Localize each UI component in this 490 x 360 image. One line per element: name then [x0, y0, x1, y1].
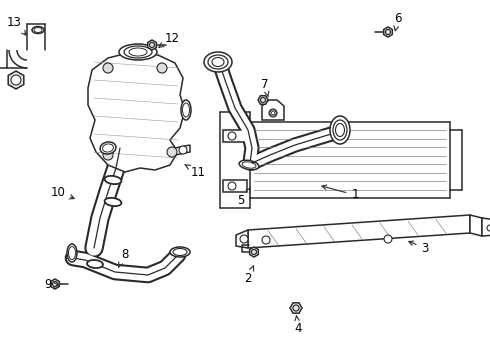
Polygon shape [147, 40, 156, 50]
Text: 4: 4 [294, 316, 302, 334]
Polygon shape [223, 180, 247, 192]
Ellipse shape [119, 44, 157, 60]
Ellipse shape [170, 247, 190, 257]
Circle shape [487, 225, 490, 231]
Circle shape [103, 150, 113, 160]
Circle shape [179, 146, 187, 154]
Circle shape [228, 132, 236, 140]
Polygon shape [482, 218, 490, 236]
Text: 5: 5 [237, 188, 250, 207]
Text: 7: 7 [261, 78, 269, 97]
Text: 8: 8 [119, 248, 129, 267]
Circle shape [262, 236, 270, 244]
Ellipse shape [208, 55, 228, 69]
Text: 1: 1 [322, 185, 359, 202]
Circle shape [384, 235, 392, 243]
Ellipse shape [34, 27, 42, 32]
Ellipse shape [69, 247, 75, 260]
Text: 11: 11 [185, 165, 205, 179]
Polygon shape [50, 279, 59, 289]
Text: 6: 6 [394, 12, 402, 31]
Ellipse shape [129, 48, 147, 56]
Circle shape [240, 235, 248, 243]
Circle shape [269, 109, 277, 117]
Polygon shape [290, 303, 302, 313]
Polygon shape [248, 215, 470, 248]
Polygon shape [270, 110, 276, 116]
Polygon shape [175, 145, 190, 155]
Circle shape [228, 182, 236, 190]
Polygon shape [262, 100, 284, 120]
Ellipse shape [181, 100, 191, 120]
Polygon shape [258, 96, 268, 104]
Ellipse shape [104, 176, 122, 184]
Polygon shape [223, 130, 247, 142]
Circle shape [11, 75, 21, 85]
Polygon shape [384, 27, 392, 37]
Text: 2: 2 [244, 266, 254, 284]
Ellipse shape [102, 144, 114, 152]
Text: 12: 12 [159, 31, 179, 47]
Ellipse shape [333, 120, 347, 140]
Ellipse shape [239, 160, 259, 170]
Polygon shape [250, 247, 258, 257]
Ellipse shape [212, 58, 224, 67]
Text: 13: 13 [6, 15, 26, 35]
Circle shape [167, 147, 177, 157]
Ellipse shape [204, 52, 232, 72]
Ellipse shape [242, 162, 256, 168]
Polygon shape [470, 215, 482, 236]
Ellipse shape [182, 103, 190, 117]
Text: 9: 9 [44, 279, 59, 292]
Circle shape [103, 63, 113, 73]
Ellipse shape [336, 123, 344, 136]
Ellipse shape [67, 244, 77, 262]
Text: 3: 3 [409, 241, 429, 255]
Ellipse shape [32, 27, 44, 33]
Polygon shape [236, 230, 248, 248]
Ellipse shape [104, 198, 122, 206]
Ellipse shape [124, 46, 152, 58]
Polygon shape [8, 71, 24, 89]
Circle shape [157, 63, 167, 73]
Polygon shape [88, 52, 185, 172]
Ellipse shape [173, 248, 187, 256]
Ellipse shape [100, 142, 116, 154]
Ellipse shape [330, 116, 350, 144]
Ellipse shape [87, 260, 103, 268]
Text: 10: 10 [50, 185, 74, 199]
